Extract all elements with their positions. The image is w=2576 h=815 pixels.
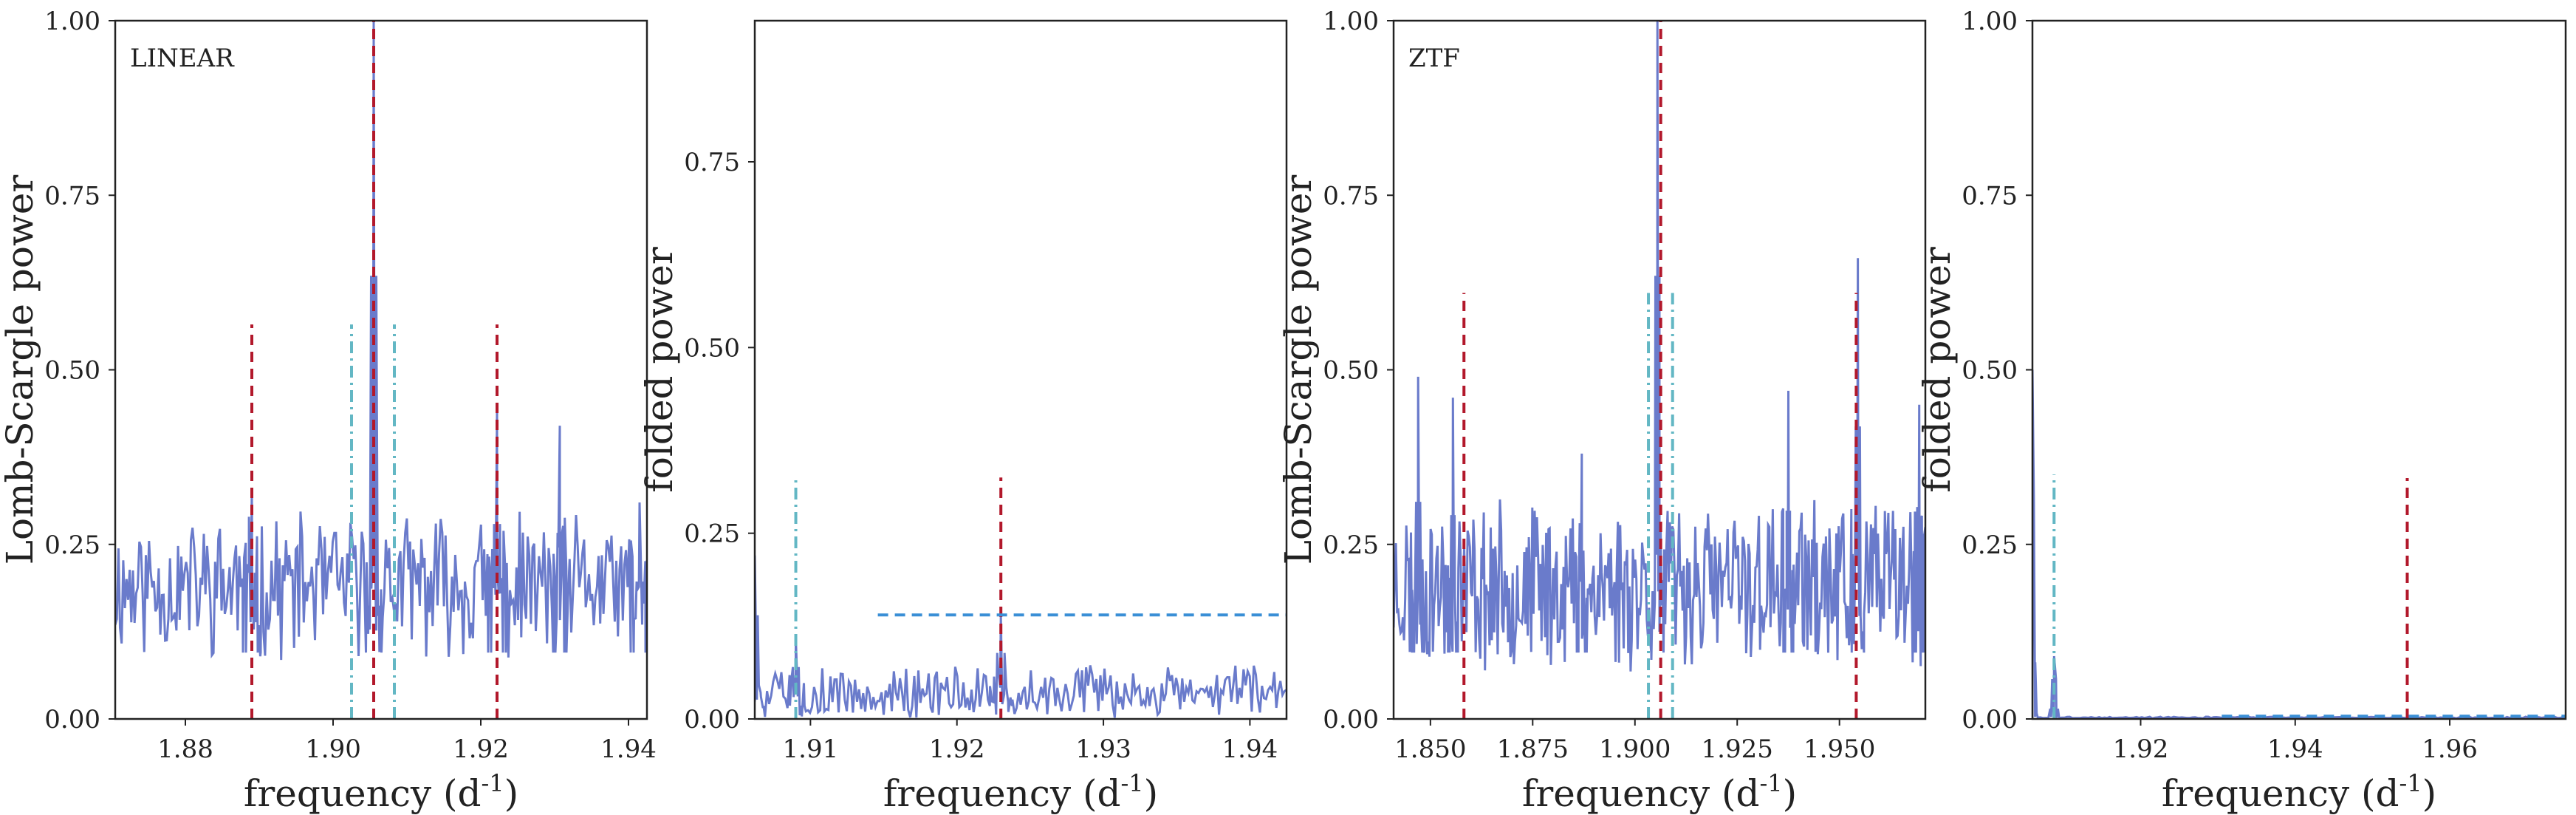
y-tick-label: 0.75 [684, 148, 740, 177]
x-tick-label: 1.950 [1803, 734, 1875, 764]
y-tick-label: 1.00 [1323, 7, 1379, 36]
x-tick-label: 1.91 [783, 734, 839, 764]
y-tick-label: 0.25 [684, 519, 740, 549]
series-line-power [2032, 369, 2566, 719]
panel-linear-folded: 1.91 1.92 1.93 1.94 0.00 0.25 0.50 0.75 frequenc… [638, 19, 1288, 815]
panel-linear-periodogram: 1.88 1.90 1.92 1.94 0.00 0.25 0.50 0.75 1.00 freq… [0, 7, 657, 815]
y-tick-label: 0.00 [1323, 705, 1379, 734]
y-axis-label: folded power [1916, 247, 1959, 493]
x-tick-label: 1.90 [305, 734, 361, 764]
y-tick-label: 0.50 [44, 356, 100, 386]
x-tick-label: 1.900 [1599, 734, 1671, 764]
x-axis-label: frequency (d-1) [244, 769, 518, 815]
x-tick-label: 1.850 [1394, 734, 1466, 764]
x-tick-label: 1.92 [929, 734, 985, 764]
y-tick-label: 0.75 [1962, 181, 2018, 211]
x-axis-label: frequency (d-1) [2162, 769, 2436, 815]
axes-frame [753, 19, 1288, 720]
x-tick-label: 1.88 [157, 734, 213, 764]
y-tick-label: 0.25 [1323, 531, 1379, 560]
y-tick-label: 0.50 [684, 333, 740, 363]
x-tick-label: 1.875 [1497, 734, 1569, 764]
y-axis-label: folded power [638, 247, 681, 493]
y-axis-label: Lomb-Scargle power [0, 175, 41, 565]
survey-annotation: ZTF [1408, 44, 1460, 73]
y-tick-label: 0.25 [1962, 531, 2018, 560]
series-line-power [1394, 21, 1925, 672]
y-tick-label: 0.00 [1962, 705, 2018, 734]
x-tick-label: 1.94 [600, 734, 657, 764]
y-tick-label: 0.75 [1323, 181, 1379, 211]
x-axis-label: frequency (d-1) [1522, 769, 1797, 815]
x-tick-label: 1.925 [1702, 734, 1773, 764]
x-tick-label: 1.92 [2113, 734, 2169, 764]
survey-annotation: LINEAR [130, 44, 235, 73]
x-tick-label: 1.96 [2422, 734, 2478, 764]
y-tick-label: 1.00 [44, 7, 100, 36]
y-tick-label: 0.00 [44, 705, 100, 734]
axes-frame [2031, 19, 2567, 720]
x-tick-label: 1.94 [2267, 734, 2323, 764]
y-tick-label: 0.75 [44, 181, 100, 211]
y-tick-label: 1.00 [1962, 7, 2018, 36]
y-tick-label: 0.50 [1323, 356, 1379, 386]
x-tick-label: 1.92 [453, 734, 509, 764]
y-tick-label: 0.50 [1962, 356, 2018, 386]
y-tick-label: 0.25 [44, 531, 100, 560]
y-axis-label: Lomb-Scargle power [1277, 175, 1320, 565]
series-line-power [755, 555, 1287, 718]
x-axis-label: frequency (d-1) [883, 769, 1158, 815]
panel-ztf-periodogram: 1.850 1.875 1.900 1.925 1.950 0.00 0.25 0.50 0.7… [1277, 7, 1927, 815]
series-line-power [115, 21, 647, 661]
panel-ztf-folded: 1.92 1.94 1.96 0.00 0.25 0.50 0.75 1.00 frequenc… [1916, 7, 2567, 815]
x-tick-label: 1.94 [1222, 734, 1278, 764]
y-tick-label: 0.00 [684, 705, 740, 734]
x-tick-label: 1.93 [1075, 734, 1131, 764]
